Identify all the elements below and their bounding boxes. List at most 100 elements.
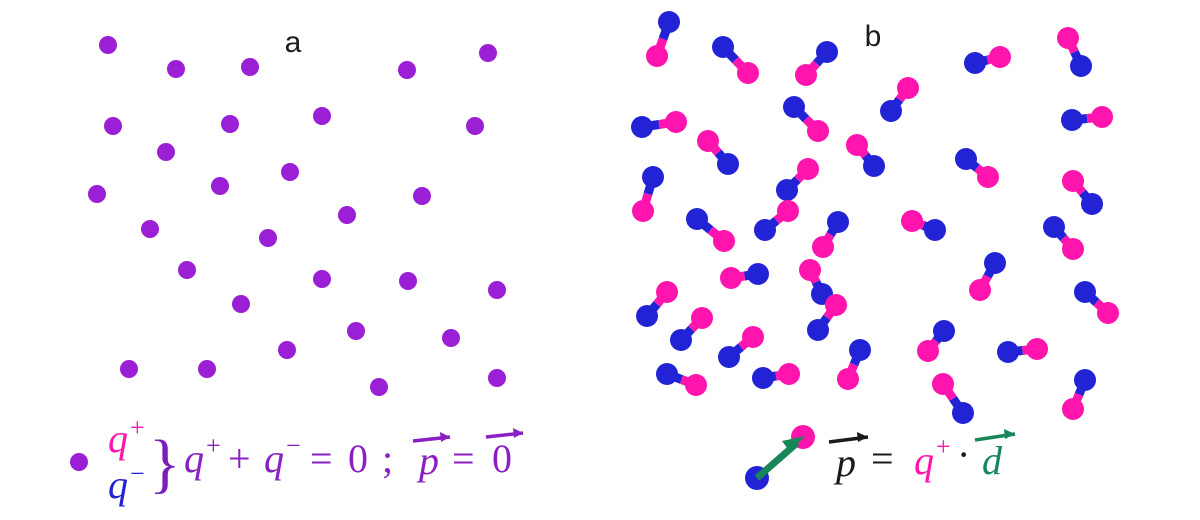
eq-b-q-plus-sup: + <box>936 432 951 461</box>
dipole-positive-charge <box>807 120 829 142</box>
dipole <box>1062 170 1103 215</box>
dipole-negative-charge <box>1074 369 1096 391</box>
dipole-positive-charge <box>917 340 939 362</box>
dipole <box>631 111 687 138</box>
dipole-positive-charge <box>1062 170 1084 192</box>
dipole-positive-charge <box>969 279 991 301</box>
dipole-negative-charge <box>997 341 1019 363</box>
dipole-negative-charge <box>754 219 776 241</box>
molecule-dot <box>99 36 117 54</box>
dipole-negative-charge <box>880 100 902 122</box>
dipole-negative-charge <box>717 153 739 175</box>
dipole-negative-charge <box>636 305 658 327</box>
dipole <box>901 210 946 241</box>
dipole-negative-charge <box>686 208 708 230</box>
dipole <box>656 363 707 396</box>
dipole-negative-charge <box>849 339 871 361</box>
eq-a-body-q-plus-sup: + <box>206 431 221 460</box>
dipole-negative-charge <box>827 211 849 233</box>
dipole-negative-charge <box>642 166 664 188</box>
molecule-dot <box>278 341 296 359</box>
dipole-negative-charge <box>807 319 829 341</box>
molecule-dot <box>347 322 365 340</box>
dipole-negative-charge <box>783 96 805 118</box>
eq-a-zero: 0 <box>348 436 368 481</box>
dipole <box>720 263 769 289</box>
dipole <box>636 281 678 327</box>
dipole <box>754 200 799 241</box>
eq-b-dot-operator: · <box>957 432 970 477</box>
eq-a-q-minus: q <box>108 462 128 507</box>
molecule-dot <box>120 360 138 378</box>
dipole-negative-charge <box>752 367 774 389</box>
dipole <box>712 36 759 84</box>
molecule-dot <box>338 206 356 224</box>
dipole <box>795 41 838 86</box>
dipole-negative-charge <box>1043 216 1065 238</box>
panel-a-molecule-dots <box>88 36 506 396</box>
dipole-positive-charge <box>656 281 678 303</box>
dipole-positive-charge <box>977 166 999 188</box>
molecule-dot <box>488 369 506 387</box>
dipole <box>718 326 764 368</box>
dipole-positive-charge <box>778 363 800 385</box>
dipole-positive-charge <box>713 230 735 252</box>
molecule-dot <box>313 107 331 125</box>
dipole <box>969 252 1006 301</box>
dipole <box>964 46 1011 74</box>
dipole <box>752 363 800 389</box>
dipole-negative-charge <box>747 263 769 285</box>
dipole <box>697 130 739 175</box>
eq-a-zero-vector-arrow-icon <box>485 428 524 439</box>
dipole <box>1061 106 1113 131</box>
dipole-negative-charge <box>712 36 734 58</box>
eq-a-p-vector-arrow-icon <box>412 432 451 443</box>
dipole-negative-charge <box>933 320 955 342</box>
dipole <box>846 134 885 177</box>
dipole-positive-charge <box>795 64 817 86</box>
dipole-positive-charge <box>1097 302 1119 324</box>
eq-b-p-symbol: p <box>833 440 856 485</box>
dipole-negative-charge <box>1061 109 1083 131</box>
dipole <box>783 96 829 142</box>
dipole-negative-charge <box>863 155 885 177</box>
dipole-positive-charge <box>1062 238 1084 260</box>
dipole <box>997 338 1048 363</box>
molecule-dot <box>399 272 417 290</box>
dipole <box>1062 369 1096 420</box>
dipole-negative-charge <box>776 179 798 201</box>
dipole <box>807 294 847 341</box>
dipole-positive-charge <box>932 373 954 395</box>
molecule-dot <box>141 220 159 238</box>
dipole-negative-charge <box>1081 193 1103 215</box>
molecule-dot <box>413 187 431 205</box>
eq-a-q-plus: q <box>108 416 128 461</box>
dipole-positive-charge <box>799 259 821 281</box>
dipole-positive-charge <box>632 200 654 222</box>
dipole-negative-charge <box>955 148 977 170</box>
eq-a-q-plus-sup: + <box>130 413 145 442</box>
eq-a-equals-2: = <box>452 436 475 481</box>
dipole-positive-charge <box>846 134 868 156</box>
molecule-dot <box>259 229 277 247</box>
dipole <box>917 320 955 362</box>
eq-a-zero-vector: 0 <box>492 436 512 481</box>
dipole-negative-charge <box>656 363 678 385</box>
dipole <box>955 148 999 188</box>
dipole-positive-charge <box>1062 398 1084 420</box>
molecule-dot <box>211 177 229 195</box>
dipole-negative-charge <box>816 41 838 63</box>
panel-b-label: b <box>865 20 882 53</box>
dipole <box>837 339 871 390</box>
dipole <box>1057 27 1092 77</box>
dipole-positive-charge <box>901 210 923 232</box>
dipole-negative-charge <box>964 52 986 74</box>
equation-a-bullet-icon <box>70 453 88 471</box>
eq-b-equals: = <box>871 436 894 481</box>
molecule-dot <box>241 58 259 76</box>
dipole <box>1074 281 1119 324</box>
eq-a-q-minus-sup: − <box>130 459 145 488</box>
dipole-positive-charge <box>825 294 847 316</box>
dipole-positive-charge <box>646 45 668 67</box>
dipole <box>880 77 919 122</box>
